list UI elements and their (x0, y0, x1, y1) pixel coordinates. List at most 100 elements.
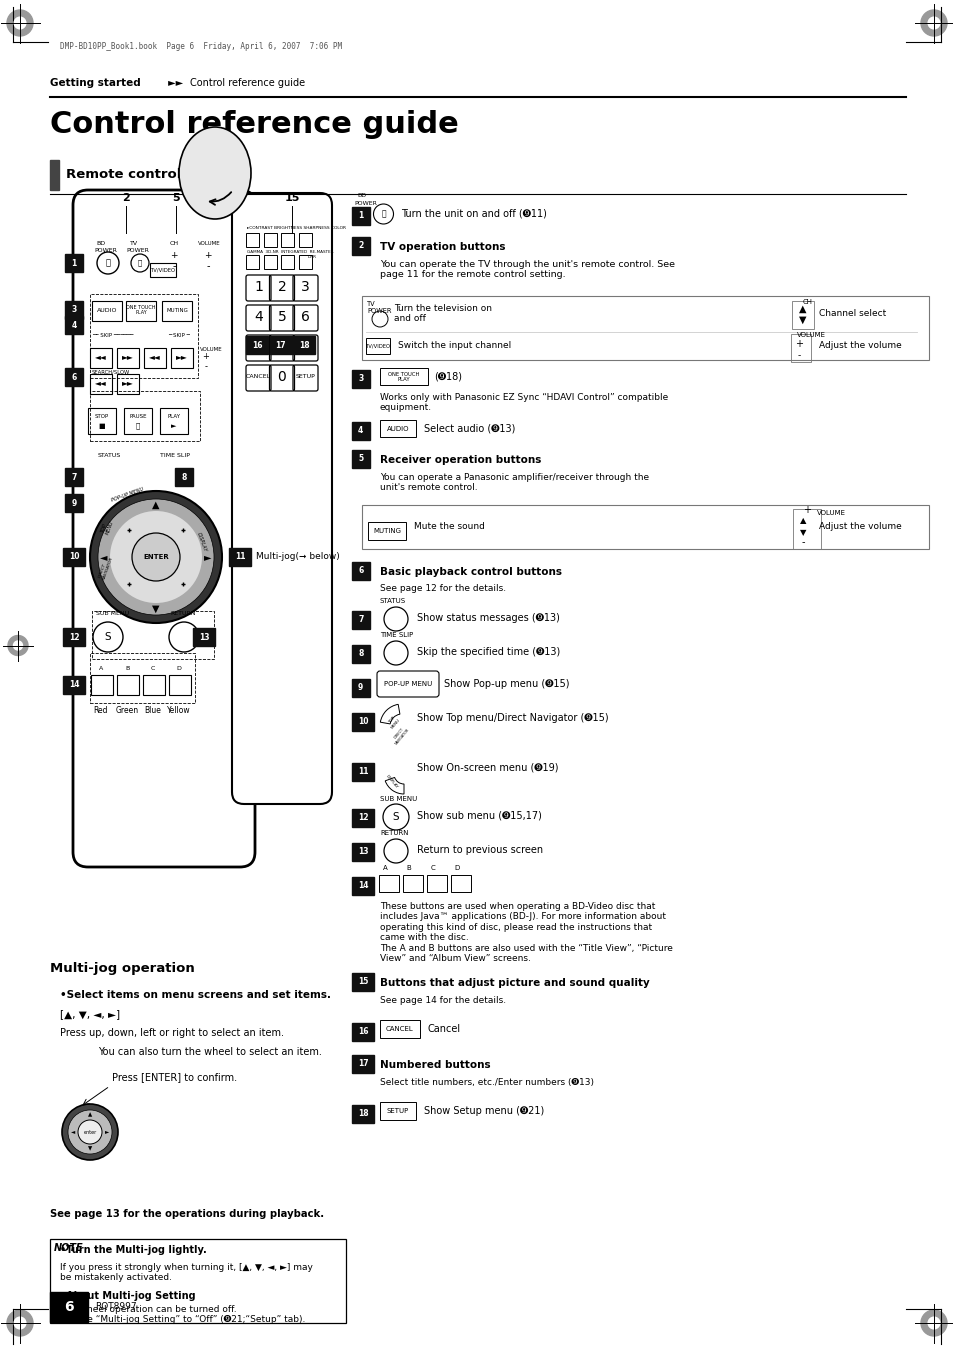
Text: ▼: ▼ (799, 315, 805, 326)
Text: DIRECT
NAVIGATOR: DIRECT NAVIGATOR (391, 724, 411, 746)
Text: Getting started: Getting started (50, 78, 141, 88)
Bar (379, 420, 416, 436)
Bar (117, 676, 139, 694)
Bar (65, 369, 83, 386)
Bar (298, 232, 312, 247)
Text: ▼: ▼ (799, 528, 805, 536)
Text: +: + (802, 505, 810, 515)
Bar (50, 1239, 346, 1323)
Bar (90, 295, 198, 378)
Text: 6: 6 (64, 1300, 73, 1315)
Text: You can operate a Panasonic amplifier/receiver through the
unit's remote control: You can operate a Panasonic amplifier/re… (379, 473, 648, 492)
Text: 3: 3 (301, 280, 310, 295)
Text: 18: 18 (357, 1109, 368, 1119)
Bar (352, 680, 369, 697)
Text: See page 14 for the details.: See page 14 for the details. (379, 996, 506, 1005)
Bar (352, 1105, 374, 1123)
Text: Control reference guide: Control reference guide (50, 109, 458, 139)
Text: 12: 12 (357, 813, 368, 823)
Bar (88, 408, 116, 434)
Bar (175, 469, 193, 486)
Bar (63, 677, 85, 694)
Text: A: A (382, 865, 387, 871)
Bar (246, 232, 258, 247)
Text: ⏻: ⏻ (138, 259, 142, 266)
Ellipse shape (179, 127, 251, 219)
Circle shape (920, 1310, 946, 1336)
Text: SETUP: SETUP (295, 374, 315, 380)
Circle shape (98, 499, 213, 615)
Bar (169, 676, 191, 694)
Text: 18: 18 (298, 340, 309, 350)
Text: TV/VIDEO: TV/VIDEO (365, 343, 390, 349)
Text: ►►: ►► (122, 378, 133, 388)
Text: Show Pop-up menu (➒15): Show Pop-up menu (➒15) (443, 680, 569, 689)
Text: The wheel operation can be turned off.
Set the “Multi-jog Setting” to “Off” (➒21: The wheel operation can be turned off. S… (60, 1305, 305, 1324)
Circle shape (14, 1317, 26, 1329)
Text: NOTE: NOTE (54, 1243, 84, 1252)
Text: You can also turn the wheel to select an item.: You can also turn the wheel to select an… (98, 1047, 321, 1056)
Bar (361, 296, 928, 359)
Text: Blue: Blue (145, 707, 161, 715)
Text: Red: Red (93, 707, 108, 715)
Circle shape (132, 534, 180, 581)
Text: 6: 6 (357, 566, 363, 576)
Circle shape (90, 490, 222, 623)
Text: 4: 4 (253, 309, 263, 324)
Bar (790, 334, 810, 362)
Text: enter: enter (83, 1129, 96, 1135)
Bar (65, 494, 83, 512)
Text: TIME SLIP: TIME SLIP (379, 632, 413, 638)
Bar (361, 505, 928, 549)
Text: ►►: ►► (165, 78, 186, 88)
Text: Cancel: Cancel (428, 1024, 460, 1034)
Text: ▲: ▲ (152, 500, 159, 509)
Text: POWER: POWER (354, 201, 376, 205)
Text: Works only with Panasonic EZ Sync “HDAVI Control” compatible
equipment.: Works only with Panasonic EZ Sync “HDAVI… (379, 393, 667, 412)
Text: POP-UP MENU: POP-UP MENU (111, 486, 145, 503)
Bar (90, 653, 194, 703)
Wedge shape (385, 777, 403, 794)
Text: 2: 2 (277, 280, 286, 295)
Text: TOP
MENU: TOP MENU (386, 715, 401, 730)
Text: ─ SKIP ─: ─ SKIP ─ (168, 332, 190, 338)
Text: +: + (170, 250, 177, 259)
Text: [▲, ▼, ◄, ►]: [▲, ▼, ◄, ►] (60, 1009, 120, 1019)
Circle shape (13, 640, 23, 650)
Text: 17: 17 (357, 1059, 368, 1069)
Text: 15: 15 (357, 978, 368, 986)
Bar (293, 336, 314, 354)
Text: ▲: ▲ (799, 304, 805, 313)
Text: MUTING: MUTING (373, 528, 400, 534)
Text: 16: 16 (252, 340, 262, 350)
Text: See page 12 for the details.: See page 12 for the details. (379, 584, 506, 593)
Text: 1: 1 (253, 280, 263, 295)
Text: ◄◄: ◄◄ (95, 378, 107, 388)
Text: -: - (797, 351, 800, 359)
Bar (193, 628, 214, 646)
Bar (281, 255, 294, 269)
Text: Skip the specified time (➒13): Skip the specified time (➒13) (416, 647, 559, 657)
Text: 6: 6 (301, 309, 310, 324)
Bar (117, 349, 139, 367)
Bar (352, 843, 374, 861)
Bar (162, 301, 192, 322)
Text: GAMMA  3D-NR  INTEGRATED  RE-MASTER: GAMMA 3D-NR INTEGRATED RE-MASTER (247, 250, 334, 254)
Bar (50, 1292, 88, 1323)
Text: TV/VIDEO: TV/VIDEO (151, 267, 175, 273)
Bar (379, 1102, 416, 1120)
Text: RETURN: RETURN (379, 830, 408, 836)
Text: 4: 4 (357, 427, 363, 435)
Text: Yellow: Yellow (167, 707, 191, 715)
Text: ▼: ▼ (88, 1147, 92, 1151)
Text: D: D (454, 865, 459, 871)
Bar (246, 336, 268, 354)
Text: Numbered buttons: Numbered buttons (379, 1061, 490, 1070)
Text: SEARCH/SLOW: SEARCH/SLOW (91, 370, 131, 376)
Bar (451, 875, 471, 892)
Text: B: B (406, 865, 411, 871)
Circle shape (14, 18, 26, 28)
Circle shape (927, 18, 939, 28)
Text: 7: 7 (71, 473, 76, 481)
Text: Multi-jog operation: Multi-jog operation (50, 962, 194, 975)
